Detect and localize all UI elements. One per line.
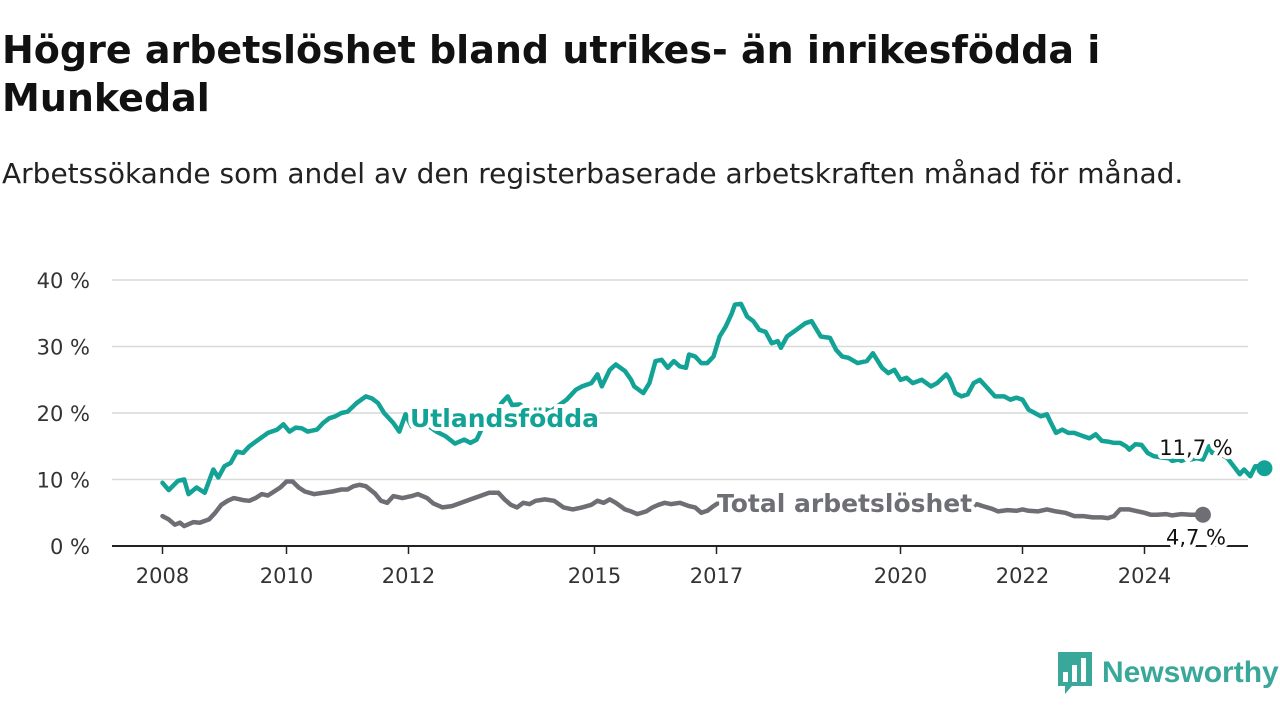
end-label-utlandsfodda: 11,7 % (1159, 436, 1232, 460)
end-label-utlandsfodda-halo: 11,7 % (1159, 436, 1232, 460)
brand-name: Newsworthy (1102, 656, 1279, 689)
chart-subtitle: Arbetssökande som andel av den registerb… (2, 157, 1184, 190)
series-label-utlandsfodda-halo: Utlandsfödda (410, 404, 599, 433)
y-tick-label: 20 % (37, 402, 90, 426)
y-axis-ticks: 0 % 10 % 20 % 30 % 40 % (37, 269, 90, 559)
x-axis: 2008 2010 2012 2015 2017 2020 2022 2024 (112, 545, 1248, 588)
series-endpoint-utlandsfodda (1256, 460, 1273, 477)
series-line-utlandsfodda (160, 301, 1267, 497)
y-tick-label: 0 % (50, 535, 90, 559)
x-tick-label: 2010 (260, 564, 313, 588)
series-endpoint-total (1194, 506, 1211, 523)
series-label-total-halo: Total arbetslöshet (717, 489, 972, 518)
series-label-utlandsfodda: Utlandsfödda (410, 404, 599, 433)
y-tick-label: 10 % (37, 469, 90, 493)
x-tick-label: 2008 (136, 564, 189, 588)
series-label-total: Total arbetslöshet (717, 489, 972, 518)
newsworthy-logo: Newsworthy (1058, 652, 1279, 694)
end-label-total: 4,7 % (1166, 526, 1226, 550)
x-tick-label: 2022 (996, 564, 1049, 588)
y-tick-label: 40 % (37, 269, 90, 293)
line-chart: 0 % 10 % 20 % 30 % 40 % 2008 2010 2012 2015 2017… (37, 269, 1273, 588)
end-label-total-halo: 4,7 % (1166, 526, 1226, 550)
x-tick-label: 2024 (1118, 564, 1171, 588)
newsworthy-chart-icon (1058, 652, 1092, 694)
gridlines (112, 279, 1248, 481)
y-tick-label: 30 % (37, 336, 90, 360)
series-line-total (160, 479, 1206, 529)
x-tick-label: 2012 (382, 564, 435, 588)
chart-title: Högre arbetslöshet bland utrikes- än inr… (2, 28, 1101, 120)
x-tick-label: 2020 (874, 564, 927, 588)
x-tick-label: 2015 (568, 564, 621, 588)
series-group (160, 301, 1273, 529)
x-tick-label: 2017 (690, 564, 743, 588)
